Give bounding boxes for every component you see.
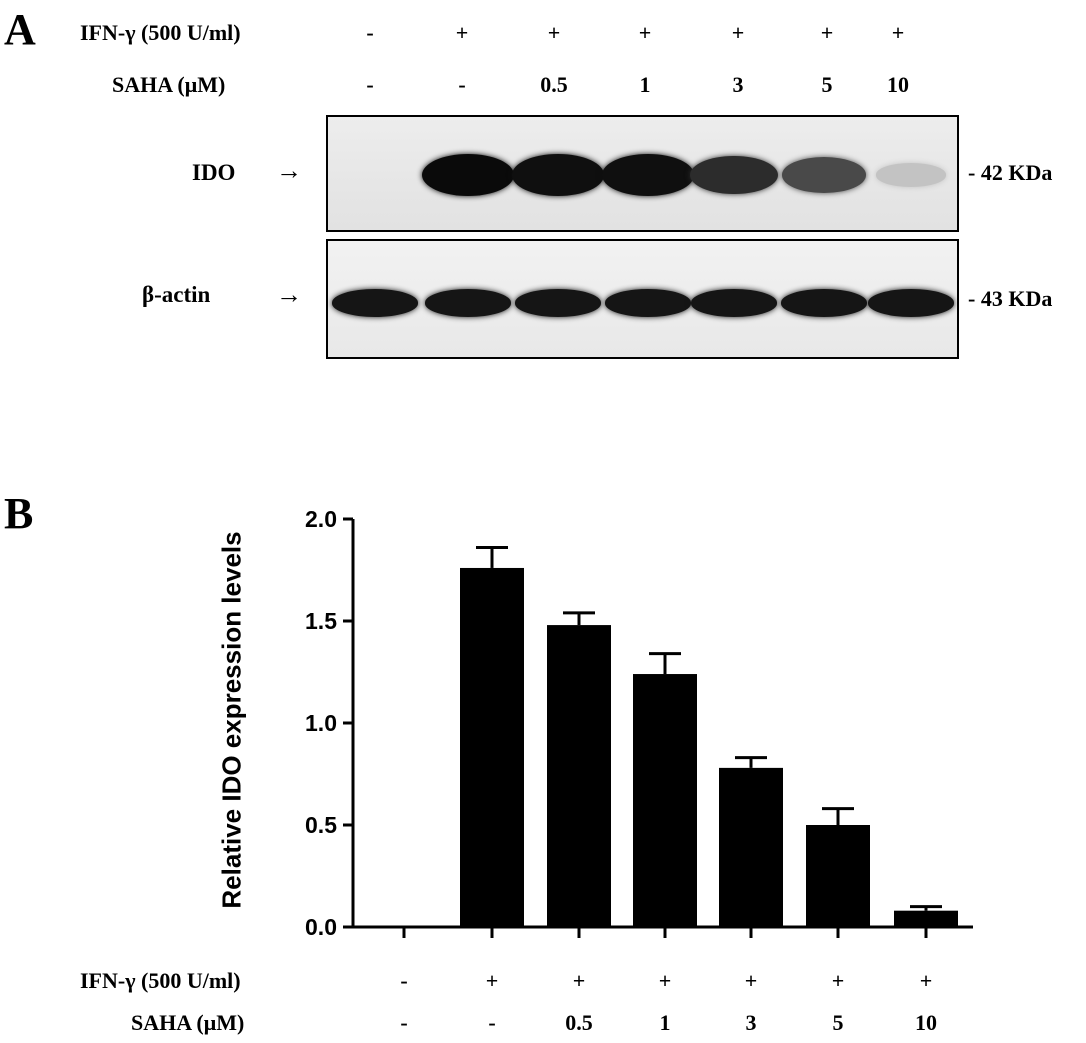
panel-b-cell-ifn-3: + — [572, 968, 586, 993]
panel-b-saha-row-label: SAHA (μM) — [131, 1010, 245, 1035]
panel-b-ifn-row-label: IFN-γ (500 U/ml) — [80, 968, 241, 993]
panel-b-cell-ifn-5: + — [744, 968, 758, 993]
blot-actin-band-7 — [867, 289, 955, 317]
actin-arrow-icon: → — [276, 280, 302, 309]
y-tick-label-0: 0.0 — [305, 914, 337, 940]
panel-a-cell-saha-6: 5 — [821, 72, 833, 97]
actin-blot-label: β-actin — [142, 282, 211, 307]
panel-b-cell-ifn-2: + — [485, 968, 499, 993]
panel-b-cell-saha-2: - — [488, 1010, 496, 1035]
panel-b-cell-saha-7: 10 — [915, 1010, 937, 1035]
blot-actin-band-1 — [331, 289, 419, 317]
bar-4 — [633, 674, 697, 927]
panel-a-cell-saha-3: 0.5 — [540, 72, 568, 97]
panel-a-cell-ifn-1: - — [366, 20, 374, 45]
bar-2 — [460, 567, 524, 927]
panel-a-cell-ifn-7: + — [891, 20, 905, 45]
panel-b-letter: B — [4, 489, 34, 538]
panel-a-cell-ifn-6: + — [820, 20, 834, 45]
blot-ido-band-7 — [876, 163, 946, 187]
y-tick-label-4: 2.0 — [305, 506, 337, 532]
blot-actin-band-6 — [780, 289, 868, 317]
panel-a-cell-saha-1: - — [366, 72, 374, 97]
panel-a-letter: A — [4, 5, 36, 54]
y-tick-label-2: 1.0 — [305, 710, 337, 736]
blot-ido-band-5 — [690, 155, 778, 195]
panel-a-cell-ifn-2: + — [455, 20, 469, 45]
panel-b-cell-saha-4: 1 — [659, 1010, 671, 1035]
bar-5 — [719, 767, 783, 927]
panel-b-cell-saha-1: - — [400, 1010, 408, 1035]
ido-arrow-icon: → — [276, 156, 302, 185]
actin-size-marker: - 43 KDa — [968, 286, 1053, 311]
blot-actin-band-2 — [424, 289, 512, 317]
blot-ido-band-4 — [602, 154, 694, 196]
panel-a-cell-saha-5: 3 — [732, 72, 744, 97]
panel-a-cell-saha-4: 1 — [639, 72, 651, 97]
panel-b-cell-saha-6: 5 — [832, 1010, 844, 1035]
blot-actin-band-5 — [690, 289, 778, 317]
blot-ido-band-3 — [512, 154, 604, 196]
bar-3 — [547, 625, 611, 927]
blot-actin-band-3 — [514, 289, 602, 317]
blot-ido-band-2 — [422, 154, 514, 196]
panel-a-cell-ifn-5: + — [731, 20, 745, 45]
blot-actin-band-4 — [604, 289, 692, 317]
panel-a-cell-ifn-3: + — [547, 20, 561, 45]
panel-a-cell-saha-2: - — [458, 72, 466, 97]
panel-b-cell-ifn-4: + — [658, 968, 672, 993]
panel-a-cell-saha-7: 10 — [887, 72, 909, 97]
actin-blot-image — [326, 239, 959, 359]
y-tick-label-3: 1.5 — [305, 608, 337, 634]
ido-size-marker: - 42 KDa — [968, 160, 1053, 185]
panel-a-ifn-row-label: IFN-γ (500 U/ml) — [80, 20, 241, 45]
panel-b-cell-ifn-7: + — [919, 968, 933, 993]
blot-ido-band-6 — [781, 157, 867, 193]
y-tick-label-1: 0.5 — [305, 812, 337, 838]
panel-b-cell-saha-3: 0.5 — [565, 1010, 593, 1035]
panel-b-cell-saha-5: 3 — [745, 1010, 757, 1035]
ido-blot-image — [326, 115, 959, 232]
panel-b-cell-ifn-6: + — [831, 968, 845, 993]
panel-a-saha-row-label: SAHA (μM) — [112, 72, 226, 97]
panel-a-cell-ifn-4: + — [638, 20, 652, 45]
ido-blot-label: IDO — [192, 160, 236, 185]
bar-7 — [894, 910, 958, 927]
bar-6 — [806, 825, 870, 927]
panel-b-cell-ifn-1: - — [400, 968, 408, 993]
